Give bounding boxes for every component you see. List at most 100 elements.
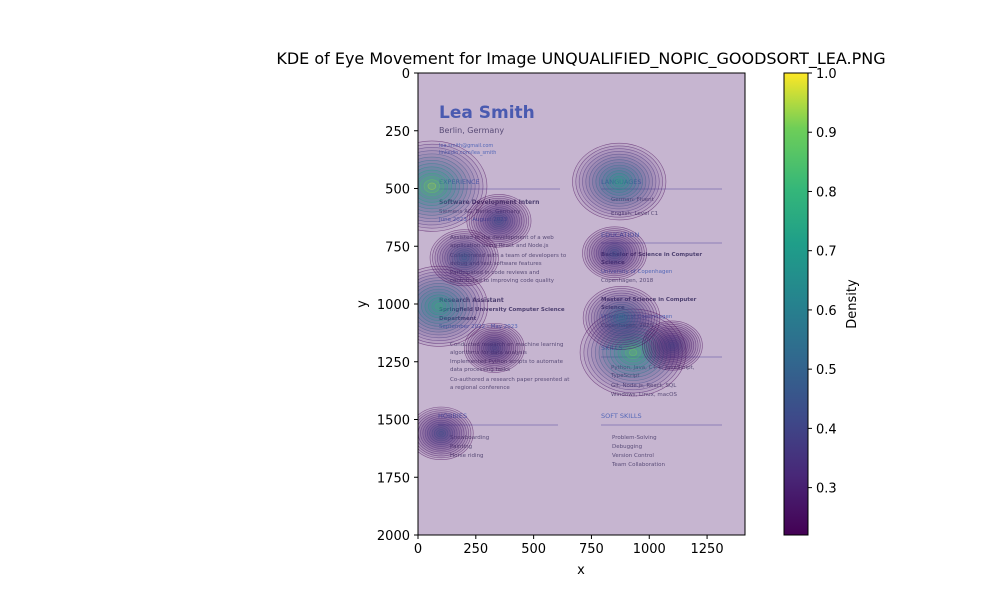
kde-contour — [585, 288, 658, 348]
resume-location: Berlin, Germany — [439, 126, 504, 135]
kde-contour — [427, 182, 437, 190]
kde-contour — [484, 209, 514, 233]
kde-contour — [424, 294, 454, 319]
kde-contour — [434, 233, 494, 283]
kde-contour — [610, 308, 633, 328]
kde-contour — [437, 235, 492, 281]
job1-company: Siemens AG, Berlin, Germany — [439, 209, 521, 215]
kde-hotspot — [572, 142, 667, 221]
job2-bullet-3b: a regional conference — [450, 385, 510, 391]
y-tick-label: 1000 — [377, 298, 410, 313]
kde-contour — [436, 429, 447, 438]
colorbar-tick-label: 0.7 — [816, 245, 837, 260]
kde-contour — [435, 303, 443, 310]
degree1-line-a: Bachelor of Science in Computer — [601, 252, 702, 258]
kde-hotspot — [579, 308, 687, 397]
soft-skill-item-4: Team Collaboration — [611, 462, 665, 468]
kde-contour — [588, 156, 650, 207]
kde-contour — [473, 199, 525, 242]
y-tick-label: 750 — [385, 240, 410, 255]
colorbar-ticks: 0.3 0.4 0.5 0.6 0.7 0.8 0.9 1.0 — [808, 67, 837, 497]
kde-hotspot — [429, 229, 499, 287]
kde-hotspot — [582, 226, 647, 280]
kde-contour — [491, 345, 497, 350]
job1-bullet-3b: contributed to improving code quality — [450, 278, 555, 284]
kde-contour — [471, 197, 527, 244]
kde-contour — [596, 297, 647, 339]
kde-contour — [476, 333, 512, 363]
kde-contour — [607, 306, 636, 330]
kde-contour — [419, 176, 444, 197]
kde-contour — [487, 211, 511, 231]
skills-line-2: Git, Node.js, React, SQL — [611, 383, 677, 389]
colorbar-tick-label: 0.3 — [816, 482, 837, 497]
kde-contour — [605, 245, 625, 262]
kde-contour — [588, 290, 655, 346]
x-tick-label: 500 — [521, 542, 546, 557]
degree1-line-b: Science — [601, 260, 625, 266]
kde-contour — [659, 334, 686, 357]
kde-contour — [618, 315, 625, 321]
kde-contour — [628, 349, 638, 356]
job2-company: Springfield University Computer Science — [439, 307, 565, 313]
y-axis: 0 250 500 750 1000 1250 1500 1750 2000 — [377, 67, 418, 544]
job1-bullet-1a: Assisted in the development of a web — [450, 235, 554, 241]
kde-density-layer — [418, 140, 703, 461]
kde-contour — [431, 300, 447, 313]
x-axis-label: x — [577, 563, 585, 578]
resume-email: lea.smith@gmail.com — [439, 143, 493, 149]
job1-bullet-2a: Collaborated with a team of developers t… — [450, 253, 567, 259]
kde-hotspot — [418, 140, 488, 232]
kde-contour — [427, 421, 456, 445]
kde-hotspot — [418, 265, 488, 347]
kde-contour — [489, 344, 499, 352]
kde-contour — [418, 408, 472, 459]
kde-contour — [418, 166, 456, 206]
skills-line-1b: TypeScript — [610, 373, 640, 379]
kde-contour — [466, 324, 523, 372]
kde-contour — [480, 205, 518, 237]
kde-contour — [489, 213, 509, 229]
kde-contour — [481, 337, 508, 359]
kde-contour — [451, 247, 477, 269]
kde-contour — [598, 164, 640, 199]
kde-contour — [418, 169, 452, 203]
degree2-line-b: Science — [601, 305, 625, 311]
skills-heading: SKILLS — [601, 344, 623, 352]
colorbar — [783, 72, 809, 536]
kde-contour — [646, 324, 699, 368]
kde-contour — [608, 173, 630, 191]
kde-contour — [595, 237, 634, 269]
kde-contour — [422, 417, 460, 449]
colorbar-tick-label: 1.0 — [816, 67, 837, 82]
kde-contour — [582, 151, 657, 213]
kde-contour — [663, 338, 682, 353]
kde-contour — [652, 329, 692, 362]
kde-contour — [578, 148, 660, 215]
kde-contour — [593, 235, 636, 271]
job1-bullet-1b: application using React and Node.js — [450, 243, 549, 249]
kde-contour — [431, 425, 451, 442]
job2-title: Research Assistant — [439, 297, 504, 304]
kde-contour — [575, 145, 663, 218]
resume-name: Lea Smith — [439, 103, 535, 123]
kde-contour — [654, 331, 690, 360]
experience-heading: EXPERIENCE — [439, 178, 480, 186]
kde-contour — [428, 297, 450, 316]
x-tick-label: 250 — [463, 542, 488, 557]
x-tick-label: 1000 — [633, 542, 666, 557]
kde-contour — [605, 170, 633, 193]
hobby-item-1: Snowboarding — [450, 435, 489, 441]
kde-contour — [496, 218, 502, 224]
kde-contour — [661, 336, 684, 355]
job2-bullet-2b: data processing tasks — [450, 367, 510, 373]
kde-contour — [586, 230, 643, 277]
kde-contour — [599, 299, 644, 337]
kde-contour — [438, 431, 444, 436]
kde-contour — [468, 196, 530, 246]
kde-contour — [468, 326, 521, 370]
kde-hotspot — [466, 194, 532, 248]
y-tick-label: 0 — [402, 67, 410, 82]
kde-contour — [418, 156, 468, 216]
soft-skills-heading: SOFT SKILLS — [601, 412, 642, 420]
